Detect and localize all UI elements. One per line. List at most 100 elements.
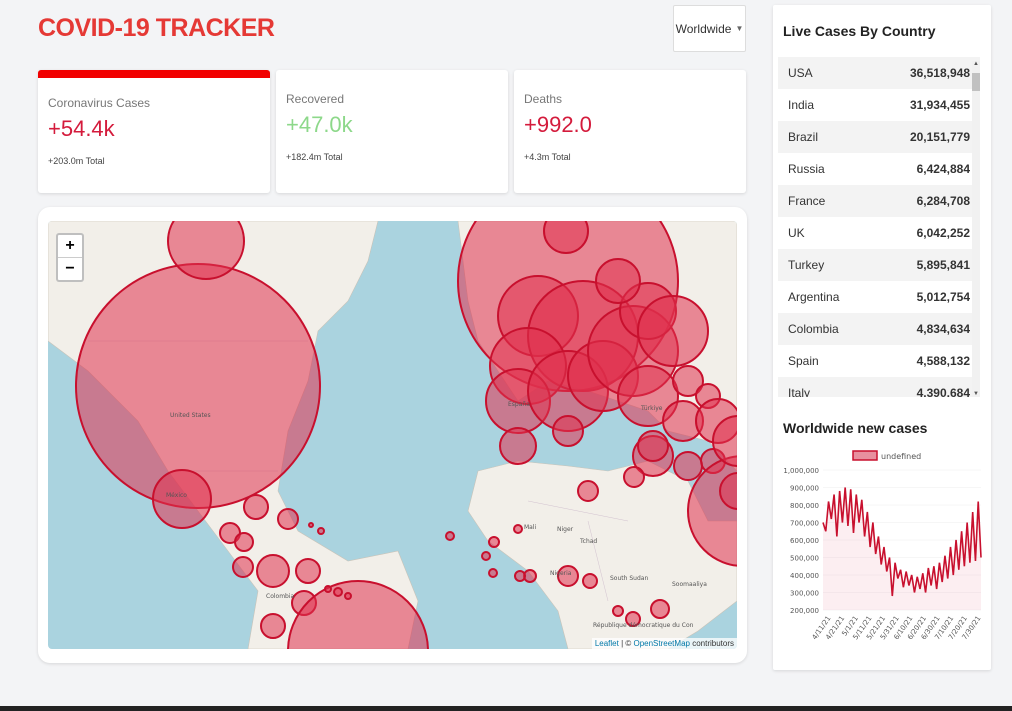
map-label: Türkiye (640, 405, 663, 412)
bubble (308, 522, 314, 528)
osm-link[interactable]: OpenStreetMap (633, 639, 690, 648)
bubble-turkey (617, 365, 679, 427)
country-cases: 20,151,779 (909, 130, 970, 144)
country-select[interactable]: Worldwide ▼ (673, 5, 746, 52)
bubble (445, 531, 455, 541)
map-label: Colombia (266, 593, 295, 600)
map-label: México (166, 492, 187, 499)
new-cases-chart[interactable]: undefined 1,000,000 900,000 800,000 700,000 6… (773, 440, 991, 665)
country-name: Spain (788, 354, 819, 368)
bubble (317, 527, 325, 535)
bubble (514, 570, 526, 582)
table-row: Italy 4,390,684 (778, 377, 980, 397)
table-row: Colombia 4,834,634 (778, 313, 980, 345)
bubble (637, 430, 669, 462)
y-tick-label: 400,000 (790, 572, 819, 580)
country-name: UK (788, 226, 805, 240)
country-name: Italy (788, 386, 811, 397)
live-cases-table[interactable]: USA 36,518,948 India 31,934,455 Brazil 20,1… (778, 57, 980, 397)
y-tick-label: 300,000 (790, 590, 819, 598)
leaflet-link[interactable]: Leaflet (594, 639, 619, 648)
map-card: United States México Colombia Mali Niger… (38, 207, 747, 663)
table-scrollbar[interactable]: ▲ ▼ (972, 61, 980, 397)
cases-card-total: +203.0m Total (48, 156, 105, 166)
bubble (499, 427, 537, 465)
bubble (324, 585, 332, 593)
country-cases: 31,934,455 (909, 98, 970, 112)
map-label: Niger (557, 526, 574, 533)
bubble-mexico (152, 469, 212, 529)
live-cases-title: Live Cases By Country (783, 23, 936, 39)
bubble (333, 587, 343, 597)
country-name: France (788, 194, 826, 208)
bubble (256, 554, 290, 588)
bubble (577, 480, 599, 502)
deaths-card[interactable]: Deaths +992.0 +4.3m Total (514, 70, 746, 193)
zoom-out-button[interactable]: − (65, 260, 75, 277)
attribution-sep: | © (618, 639, 634, 648)
world-map[interactable]: United States México Colombia Mali Niger… (48, 221, 737, 649)
sidebar: Live Cases By Country USA 36,518,948 Indi… (773, 5, 991, 670)
bubble-canada (167, 221, 245, 280)
bubble (232, 556, 254, 578)
y-tick-label: 900,000 (790, 485, 819, 493)
country-cases: 5,895,841 (916, 258, 970, 272)
map-label: Soomaaliya (672, 581, 707, 588)
y-tick-label: 1,000,000 (783, 467, 819, 475)
map-label: Tchad (579, 538, 597, 545)
map-attribution: Leaflet | © OpenStreetMap contributors (591, 638, 737, 649)
bubble (625, 611, 641, 627)
bubble (719, 472, 737, 510)
bubble-usa (75, 263, 321, 509)
map-label: Mali (524, 524, 537, 531)
bubble (672, 365, 704, 397)
bubble (260, 613, 286, 639)
table-row: Spain 4,588,132 (778, 345, 980, 377)
y-tick-label: 500,000 (790, 555, 819, 563)
table-row: France 6,284,708 (778, 185, 980, 217)
map-label: South Sudan (610, 575, 648, 582)
chevron-down-icon: ▼ (735, 24, 744, 33)
scroll-down-icon[interactable]: ▼ (973, 391, 979, 397)
zoom-control: + − (56, 233, 84, 282)
y-tick-label: 200,000 (790, 607, 819, 615)
series-line (822, 487, 982, 597)
bubble (481, 551, 491, 561)
scrollbar-thumb[interactable] (972, 73, 980, 91)
deaths-card-label: Deaths (524, 92, 563, 106)
country-name: India (788, 98, 815, 112)
table-row: Argentina 5,012,754 (778, 281, 980, 313)
map-label: Nigeria (550, 570, 572, 577)
bubble (277, 508, 299, 530)
bubble (344, 592, 352, 600)
attribution-rest: contributors (689, 639, 734, 648)
y-tick-label: 800,000 (790, 502, 819, 510)
table-row: Turkey 5,895,841 (778, 249, 980, 281)
cases-card[interactable]: Coronavirus Cases +54.4k +203.0m Total (38, 70, 270, 193)
scroll-up-icon[interactable]: ▲ (973, 61, 979, 67)
bubble (543, 221, 589, 254)
bubble (243, 494, 269, 520)
table-row: USA 36,518,948 (778, 57, 980, 89)
zoom-in-button[interactable]: + (58, 235, 82, 258)
country-name: Argentina (788, 290, 840, 304)
bubble-brazil (287, 580, 429, 649)
bubble (234, 532, 254, 552)
deaths-card-total: +4.3m Total (524, 152, 571, 162)
country-name: Brazil (788, 130, 819, 144)
legend-swatch (852, 450, 878, 461)
country-cases: 4,834,634 (916, 322, 970, 336)
country-cases: 4,588,132 (916, 354, 970, 368)
country-name: Colombia (788, 322, 839, 336)
map-label: España (508, 401, 530, 408)
bubble (582, 573, 598, 589)
recovered-card[interactable]: Recovered +47.0k +182.4m Total (276, 70, 508, 193)
country-cases: 4,390,684 (916, 386, 970, 397)
bubble (595, 258, 641, 304)
country-cases: 6,042,252 (916, 226, 970, 240)
case-bubbles (75, 221, 737, 649)
chart-legend: undefined (852, 450, 921, 461)
table-row: India 31,934,455 (778, 89, 980, 121)
bubble (513, 524, 523, 534)
country-name: Russia (788, 162, 825, 176)
